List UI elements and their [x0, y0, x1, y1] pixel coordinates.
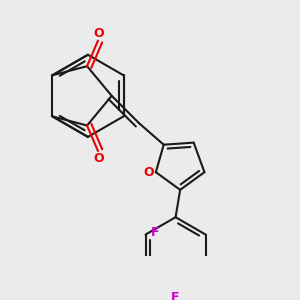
Text: O: O	[143, 166, 154, 179]
Text: F: F	[150, 226, 159, 239]
Text: F: F	[171, 291, 180, 300]
Text: O: O	[94, 27, 104, 40]
Text: O: O	[94, 152, 104, 165]
